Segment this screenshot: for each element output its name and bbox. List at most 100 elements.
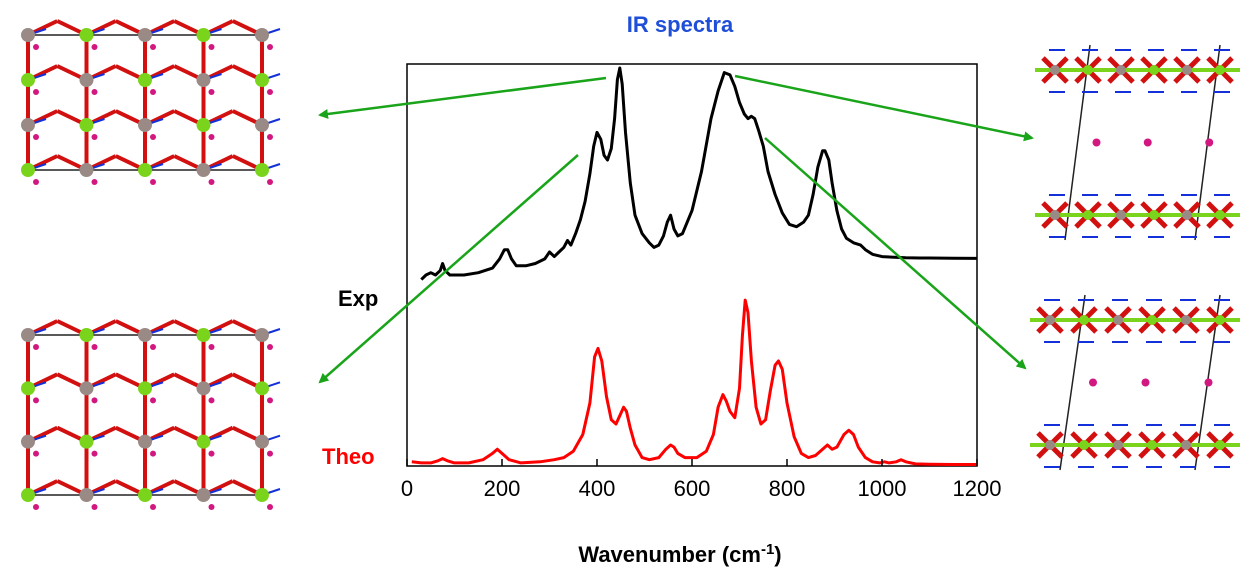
metal-atom-gray: [196, 381, 211, 396]
ion-atom: [208, 397, 215, 404]
metal-atom-gray: [255, 28, 269, 42]
x-tick-label: 600: [674, 476, 711, 501]
ion-atom: [33, 44, 39, 50]
metal-atom: [1215, 315, 1225, 325]
ion-atom: [33, 450, 39, 457]
metal-atom: [1116, 65, 1126, 75]
ion-atom: [1092, 138, 1101, 147]
metal-atom-gray: [138, 28, 152, 42]
metal-atom-green: [21, 163, 35, 177]
ion-atom: [208, 44, 215, 50]
ion-atom: [150, 450, 156, 457]
annotation-arrows: [318, 74, 1034, 384]
x-tick-label: 400: [579, 476, 616, 501]
metal-atom: [1182, 210, 1192, 220]
ion-atom: [208, 179, 215, 185]
ion-atom: [91, 397, 98, 404]
ion-atom: [91, 504, 98, 510]
x-axis-ticks: 0 200 400 600 800 1000 1200: [401, 459, 1002, 501]
series-label-theo: Theo: [322, 444, 375, 469]
metal-atom: [1083, 65, 1093, 75]
metal-atom-green: [255, 488, 269, 502]
metal-atom: [1050, 210, 1060, 220]
unit-cell-edge: [1064, 44, 1091, 241]
metal-atom-green: [79, 28, 94, 42]
x-tick-label: 1200: [953, 476, 1002, 501]
metal-atom-gray: [196, 73, 211, 87]
metal-atom-gray: [196, 488, 211, 502]
metal-atom-green: [21, 73, 35, 87]
metal-atom-green: [138, 73, 152, 87]
metal-atom-green: [196, 434, 211, 449]
metal-atom: [1113, 440, 1123, 450]
ion-atom: [267, 450, 273, 457]
crystal-structure-bottom-right-image: [1030, 294, 1240, 471]
ion-atom: [91, 134, 98, 140]
metal-atom-gray: [255, 328, 269, 342]
ion-atom: [208, 450, 215, 457]
ion-atom: [208, 134, 215, 140]
ion-atom: [91, 344, 98, 350]
metal-atom-green: [79, 118, 94, 132]
crystal-structure-top-right-image: [1035, 44, 1240, 241]
ion-atom: [1089, 378, 1097, 387]
ion-atom: [150, 134, 156, 140]
metal-atom-gray: [79, 381, 94, 396]
metal-atom: [1149, 65, 1159, 75]
ion-atom: [1141, 378, 1150, 387]
ion-atom: [208, 89, 215, 95]
metal-atom-green: [138, 163, 152, 177]
plot-frame: [406, 63, 978, 467]
x-tick-label: 200: [484, 476, 521, 501]
ion-atom: [91, 44, 98, 50]
metal-atom: [1147, 440, 1157, 450]
x-tick-label: 800: [769, 476, 806, 501]
metal-atom-green: [138, 381, 152, 396]
x-tick-label: 1000: [858, 476, 907, 501]
metal-atom-gray: [138, 434, 152, 449]
metal-atom-gray: [21, 328, 35, 342]
series-line-exp: [420, 66, 978, 281]
series-line-theo: [411, 298, 977, 466]
ion-atom: [150, 44, 156, 50]
x-axis-label: Wavenumber (cm-1): [578, 541, 781, 567]
metal-atom-gray: [255, 434, 269, 449]
metal-atom: [1181, 440, 1191, 450]
metal-atom: [1215, 440, 1225, 450]
ion-atom: [267, 344, 273, 350]
ion-atom: [150, 89, 156, 95]
metal-atom: [1045, 315, 1055, 325]
metal-atom-gray: [255, 118, 269, 132]
ion-atom: [91, 179, 98, 185]
ion-atom: [1205, 138, 1214, 147]
ion-atom: [33, 397, 39, 404]
metal-atom-green: [21, 488, 35, 502]
metal-atom-gray: [21, 434, 35, 449]
metal-atom-gray: [79, 73, 94, 87]
ion-atom: [267, 397, 273, 404]
metal-atom: [1147, 315, 1157, 325]
metal-atom: [1079, 315, 1089, 325]
metal-atom-green: [21, 381, 35, 396]
metal-atom-green: [255, 381, 269, 396]
metal-atom: [1083, 210, 1093, 220]
ion-atom: [1143, 138, 1152, 147]
metal-atom: [1182, 65, 1192, 75]
metal-atom: [1215, 210, 1225, 220]
metal-atom: [1045, 440, 1055, 450]
ion-atom: [150, 504, 156, 510]
metal-atom-gray: [138, 328, 152, 342]
metal-atom: [1113, 315, 1123, 325]
metal-atom: [1149, 210, 1159, 220]
ion-atom: [267, 89, 273, 95]
ion-atom: [267, 44, 273, 50]
series-label-exp: Exp: [338, 286, 378, 311]
metal-atom-green: [196, 28, 211, 42]
metal-atom-gray: [138, 118, 152, 132]
ion-atom: [1204, 378, 1213, 387]
metal-atom-green: [79, 434, 94, 449]
metal-atom-green: [255, 163, 269, 177]
x-axis-label-main: Wavenumber (cm: [578, 542, 761, 567]
ion-atom: [33, 504, 39, 510]
